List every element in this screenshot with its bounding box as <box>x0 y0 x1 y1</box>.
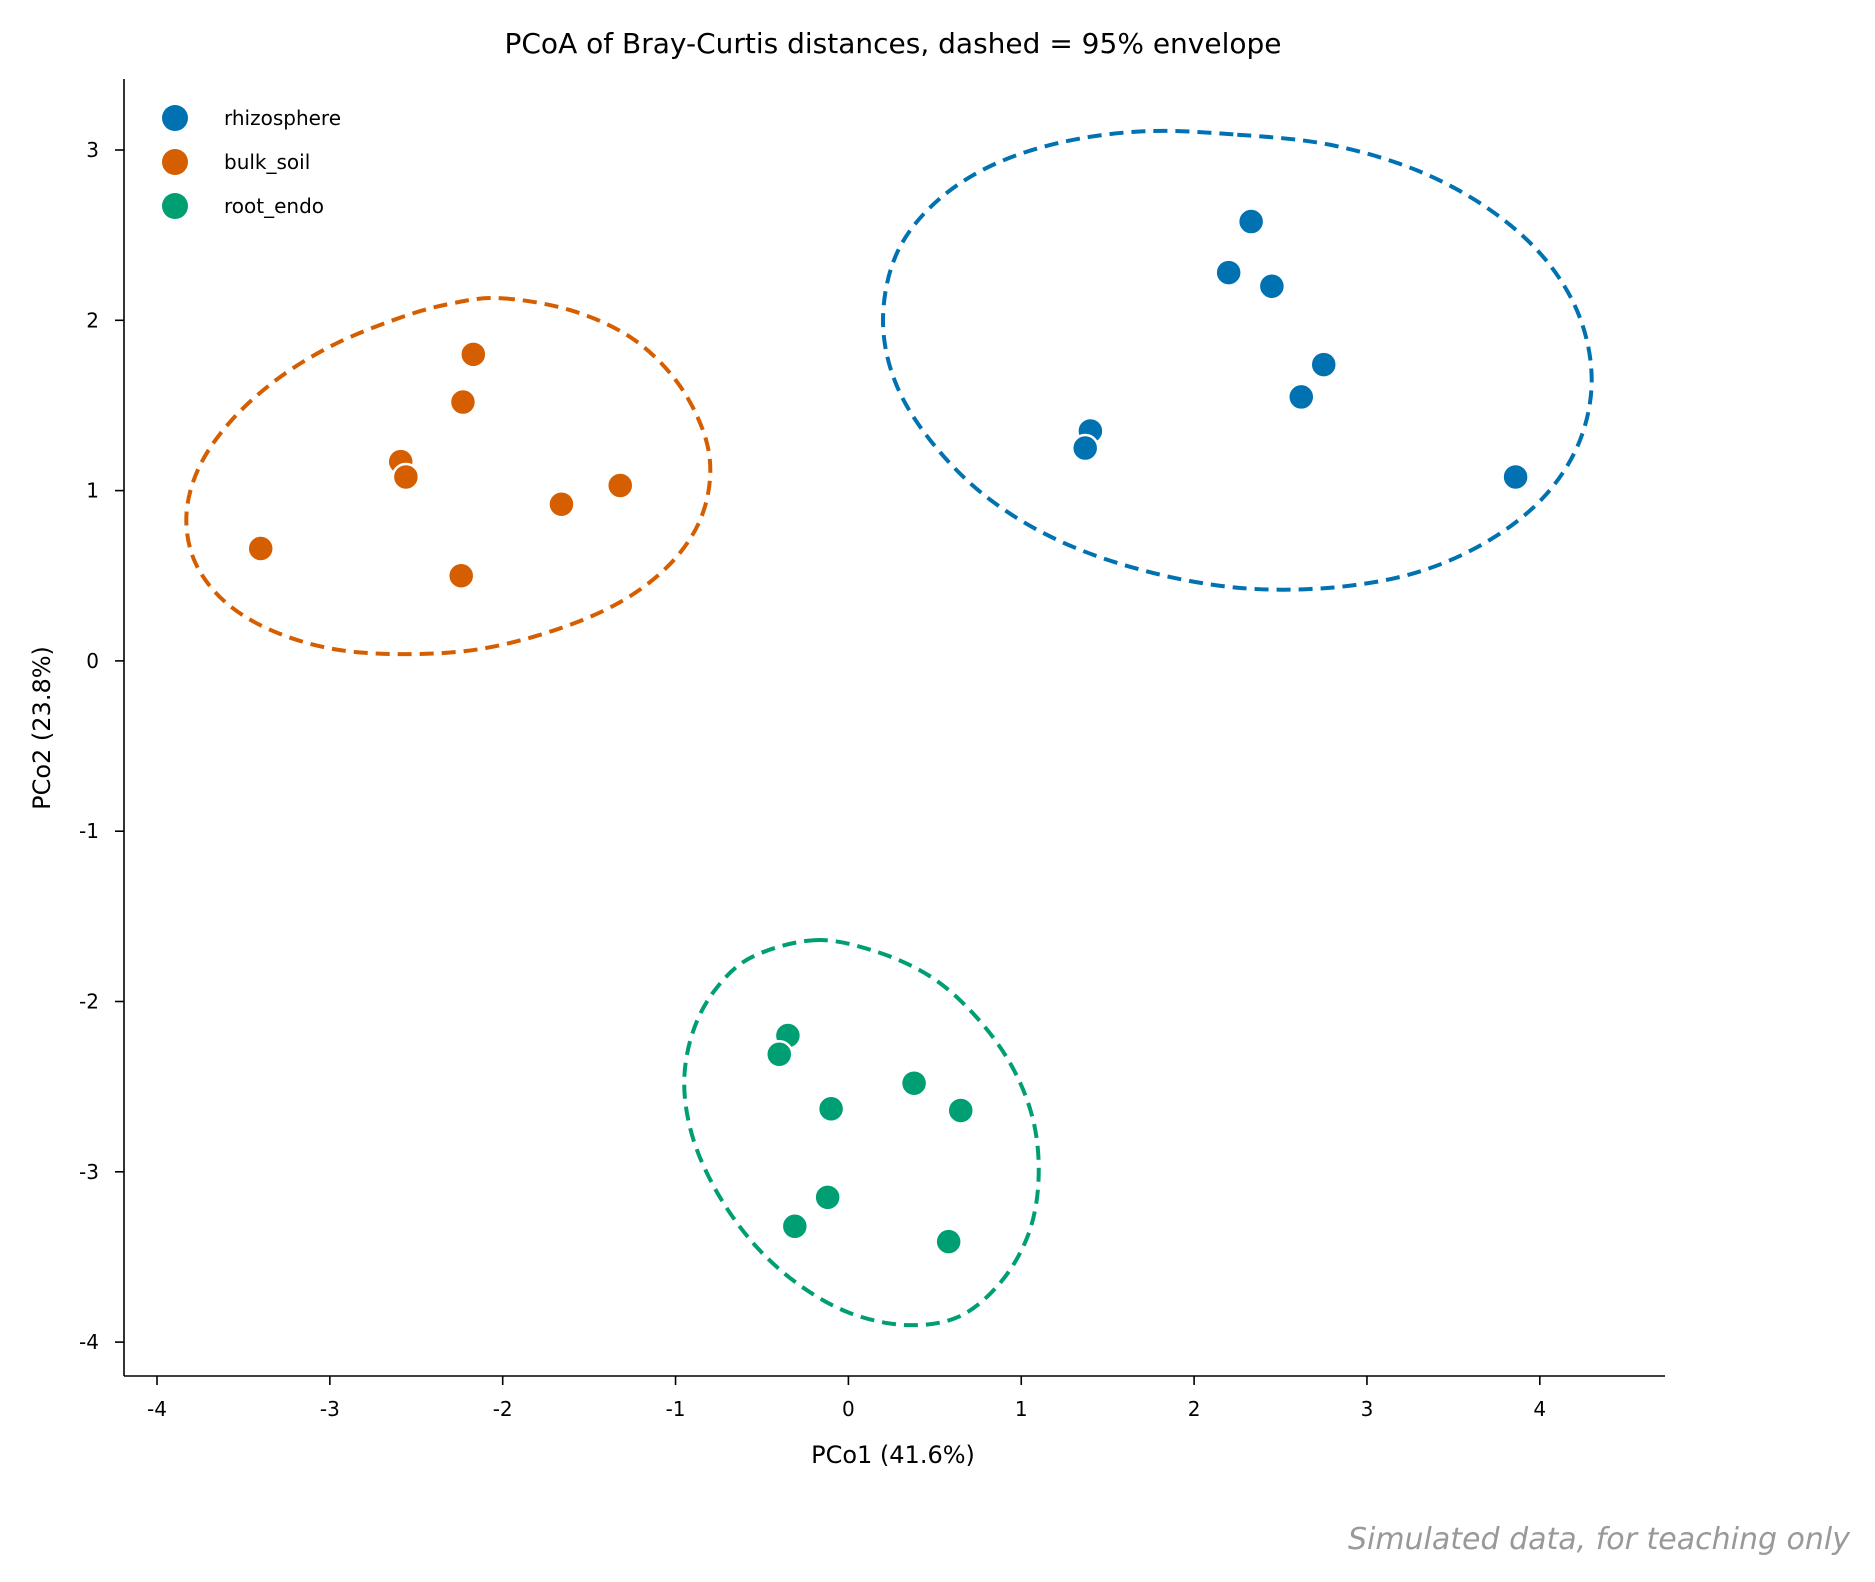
point-rhizosphere <box>1309 350 1338 379</box>
y-tick-label: 3 <box>86 138 99 162</box>
legend: rhizosphere bulk_soil root_endo <box>162 105 341 219</box>
point-bulk-soil <box>547 489 576 519</box>
point-rhizosphere <box>1287 382 1316 412</box>
x-tick-label: 1 <box>1015 1397 1028 1421</box>
point-bulk-soil <box>246 534 275 563</box>
point-rhizosphere <box>1257 271 1287 301</box>
point-bulk-soil <box>605 471 635 500</box>
y-ticks: -4 -3 -2 -1 0 1 2 3 <box>79 138 124 1354</box>
y-tick-label: -3 <box>79 1160 99 1184</box>
y-tick-label: 1 <box>86 479 99 503</box>
point-bulk-soil <box>391 462 421 492</box>
point-rhizosphere <box>1214 258 1243 287</box>
legend-label-root-endo: root_endo <box>224 194 324 218</box>
x-tick-label: 0 <box>842 1397 855 1421</box>
points-layer <box>246 207 1530 1256</box>
legend-marker-rhizosphere <box>162 105 188 131</box>
x-tick-label: 3 <box>1361 1397 1374 1421</box>
point-root-endo <box>946 1096 976 1125</box>
point-root-endo <box>765 1040 794 1069</box>
x-tick-label: -1 <box>666 1397 686 1421</box>
envelope-rhizosphere <box>880 128 1594 592</box>
y-tick-label: -1 <box>79 819 99 843</box>
legend-label-bulk-soil: bulk_soil <box>224 150 310 174</box>
envelope-layer <box>184 128 1594 1328</box>
axes: -4 -3 -2 -1 0 1 2 3 4 -4 -3 -2 -1 0 1 2 3 <box>79 79 1665 1421</box>
x-tick-label: -2 <box>493 1397 513 1421</box>
point-rhizosphere <box>1070 433 1100 463</box>
y-tick-label: 0 <box>86 649 99 673</box>
envelope-bulk-soil <box>184 295 713 657</box>
x-tick-label: 4 <box>1533 1397 1546 1421</box>
envelope-root-endo <box>682 938 1041 1328</box>
x-axis-label: PCo1 (41.6%) <box>811 1441 975 1469</box>
x-ticks: -4 -3 -2 -1 0 1 2 3 4 <box>147 1376 1546 1421</box>
chart-title: PCoA of Bray-Curtis distances, dashed = … <box>505 27 1282 60</box>
x-tick-label: 2 <box>1188 1397 1201 1421</box>
point-bulk-soil <box>448 387 478 417</box>
y-tick-label: -4 <box>79 1330 99 1354</box>
point-rhizosphere <box>1236 207 1266 236</box>
point-bulk-soil <box>459 340 488 369</box>
legend-marker-root-endo <box>162 193 188 219</box>
x-tick-label: -3 <box>320 1397 340 1421</box>
y-tick-label: -2 <box>79 990 99 1014</box>
legend-label-rhizosphere: rhizosphere <box>224 106 341 130</box>
point-rhizosphere <box>1501 462 1530 492</box>
y-tick-label: 2 <box>86 308 99 332</box>
point-root-endo <box>813 1183 842 1212</box>
point-root-endo <box>780 1212 810 1241</box>
watermark-text: Simulated data, for teaching only <box>1348 1522 1851 1557</box>
legend-marker-bulk-soil <box>162 149 188 175</box>
point-root-endo <box>934 1227 963 1256</box>
x-tick-label: -4 <box>147 1397 167 1421</box>
point-root-endo <box>816 1094 846 1124</box>
point-root-endo <box>899 1068 929 1098</box>
point-bulk-soil <box>446 561 476 590</box>
y-axis-label: PCo2 (23.8%) <box>28 646 56 810</box>
